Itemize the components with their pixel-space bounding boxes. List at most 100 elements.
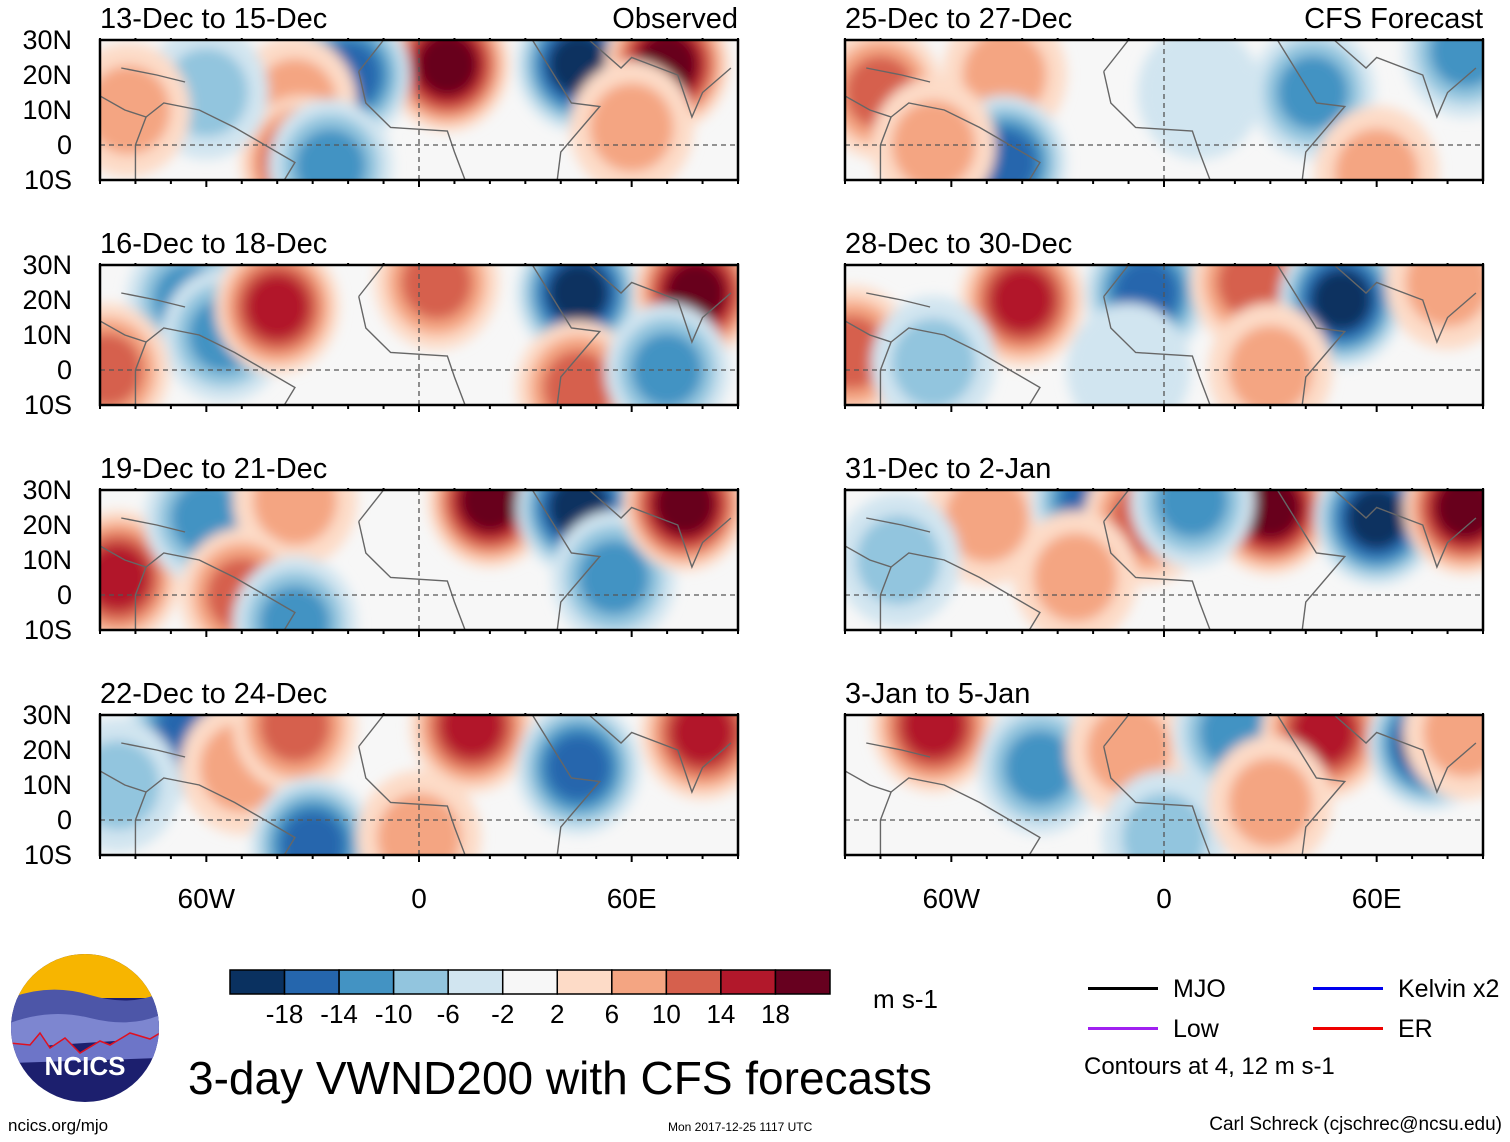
colorbar-label: 6 (604, 999, 620, 1029)
legend-label: ER (1398, 1015, 1433, 1043)
panel-title: 16-Dec to 18-Dec (100, 228, 328, 260)
map-panel (98, 263, 740, 412)
coastlines (845, 715, 1477, 855)
y-tick-label: 10N (22, 545, 72, 575)
coastlines (100, 265, 732, 405)
anomaly-blob (1228, 325, 1313, 405)
map-panel (843, 713, 1485, 862)
anomaly-blob (100, 544, 150, 611)
y-tick-label: 10N (22, 770, 72, 800)
colorbar-swatch (611, 969, 668, 995)
colorbar-label: -2 (491, 999, 515, 1029)
anomaly-blob (252, 490, 337, 545)
ncics-logo: NCICS (11, 954, 159, 1102)
site-link[interactable]: ncics.org/mjo (8, 1116, 109, 1135)
anomaly-blob (654, 490, 715, 535)
anomaly-blob (1334, 128, 1419, 180)
anomaly-blob (1228, 758, 1313, 847)
y-tick-label: 30N (22, 250, 72, 280)
colorbar-label: -6 (436, 999, 460, 1029)
legend-line-er (1313, 1027, 1383, 1030)
x-tick-label: 0 (1156, 883, 1172, 914)
legend-line-low (1088, 1027, 1158, 1030)
coastlines (100, 40, 732, 180)
map-panel (843, 488, 1485, 637)
anomaly-blob (1435, 490, 1483, 539)
author-credit: Carl Schreck (cjschrec@ncsu.edu) (1209, 1114, 1502, 1135)
y-tick-label: 20N (22, 510, 72, 540)
shaded-field (100, 490, 738, 630)
x-tick-label: 60E (606, 883, 657, 914)
anomaly-blob (295, 129, 366, 180)
anomaly-blob (1346, 490, 1407, 549)
coastlines (845, 265, 1477, 405)
anomaly-blob (259, 586, 331, 630)
panel-title: 13-Dec to 15-Dec (100, 3, 328, 35)
anomaly-blob (546, 734, 611, 801)
anomaly-blob (259, 715, 331, 763)
shaded-field (845, 265, 1483, 405)
y-tick-label: 0 (56, 805, 72, 835)
anomaly-blob (280, 811, 345, 855)
x-tick-label: 0 (411, 883, 427, 914)
y-tick-label: 30N (22, 700, 72, 730)
anomaly-blob (901, 715, 966, 759)
y-tick-label: 10S (23, 615, 72, 645)
colorbar-swatch (774, 969, 831, 995)
map-panel (98, 38, 740, 187)
anomaly-blob (1033, 533, 1118, 622)
colorbar-swatch (283, 969, 340, 995)
anomaly-blob (891, 100, 976, 180)
colorbar-swatch (338, 969, 395, 995)
y-tick-label: 20N (22, 285, 72, 315)
coastlines (845, 490, 1477, 630)
anomaly-blob (417, 40, 478, 96)
colorbar-label: 2 (550, 999, 565, 1029)
shaded-field (100, 40, 738, 180)
coastlines (100, 490, 732, 630)
units-label: m s-1 (873, 984, 938, 1014)
anomaly-blob (1423, 715, 1483, 777)
figure-title: 3-day VWND200 with CFS forecasts (188, 1052, 932, 1104)
anomaly-blob (440, 715, 505, 759)
colorbar-label: -10 (374, 999, 413, 1029)
anomaly-blob (631, 333, 703, 405)
shaded-field (845, 715, 1483, 855)
y-tick-label: 10N (22, 320, 72, 350)
map-panel (843, 263, 1485, 412)
timestamp: Mon 2017-12-25 1117 UTC (668, 1120, 813, 1134)
anomaly-blob (100, 333, 143, 405)
x-tick-label: 60W (177, 883, 236, 914)
colorbar-label: -18 (265, 999, 304, 1029)
y-tick-label: 20N (22, 735, 72, 765)
coastlines (100, 715, 732, 855)
observed-tag: Observed (612, 3, 738, 35)
y-tick-label: 0 (56, 580, 72, 610)
anomaly-blob (543, 350, 614, 405)
y-tick-label: 20N (22, 60, 72, 90)
anomaly-blob (990, 266, 1055, 334)
anomaly-blob (589, 83, 674, 172)
map-panel (98, 713, 740, 862)
colorbar-swatch (501, 969, 559, 995)
legend-label: MJO (1173, 975, 1226, 1003)
y-tick-label: 10S (23, 840, 72, 870)
colorbar-swatch (556, 969, 613, 995)
anomaly-blob (856, 515, 941, 605)
panel-title: 22-Dec to 24-Dec (100, 678, 328, 710)
colorbar-swatch (229, 969, 286, 995)
x-tick-label: 60E (1351, 883, 1402, 914)
map-panel (98, 488, 740, 637)
anomaly-blob (1311, 269, 1372, 331)
map-panel (843, 38, 1485, 187)
anomaly-blob (1004, 730, 1076, 805)
colorbar-swatches (229, 969, 831, 995)
logo-text: NCICS (45, 1051, 126, 1081)
colorbar-swatch (392, 969, 449, 995)
panel-title: 31-Dec to 2-Jan (845, 453, 1052, 485)
legend-label: Low (1173, 1015, 1219, 1043)
colorbar-swatch (665, 969, 722, 995)
colorbar-label: 14 (706, 999, 736, 1029)
x-tick-label: 60W (922, 883, 981, 914)
y-tick-label: 30N (22, 25, 72, 55)
